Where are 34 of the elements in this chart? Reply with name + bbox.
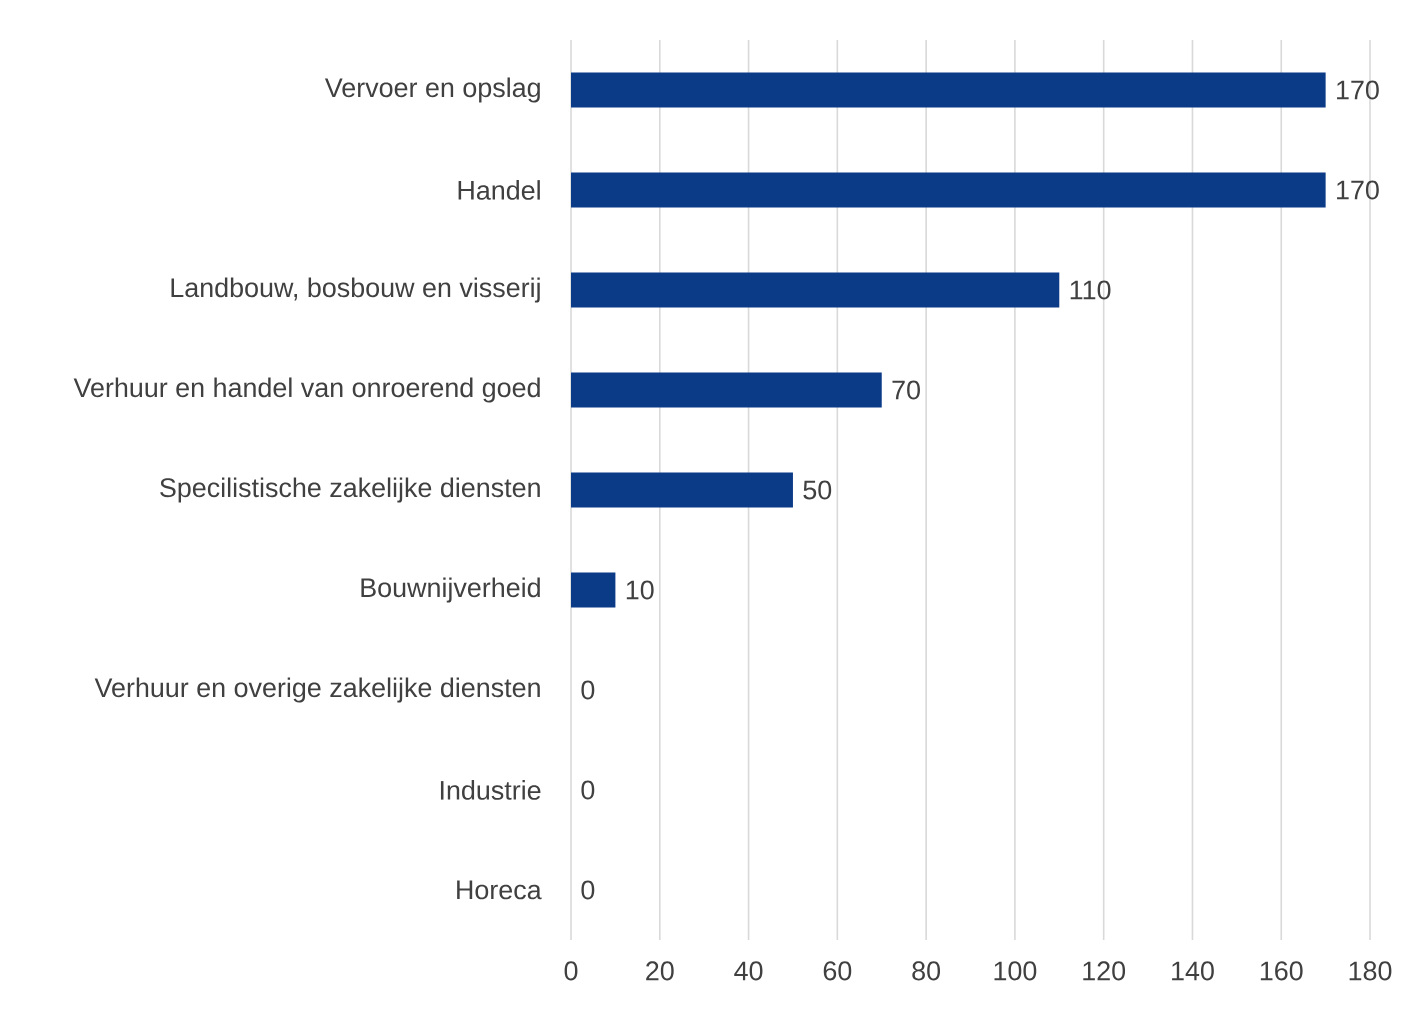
x-tick-label: 60 [823, 961, 852, 981]
data-label: 0 [581, 880, 595, 900]
y-tick-label: Handel [458, 180, 540, 200]
y-tick-label: Horeca [457, 880, 542, 900]
data-label: 170 [1337, 80, 1379, 100]
y-tick-label: Industrie [440, 780, 541, 800]
x-tick-label: 160 [1260, 961, 1303, 981]
y-tick-label: Verhuur en overige zakelijke diensten [94, 677, 540, 703]
data-label: 10 [626, 580, 654, 600]
x-tick-label: 100 [994, 961, 1037, 981]
bar [571, 72, 1326, 108]
data-label: 0 [581, 780, 595, 800]
x-tick-label: 120 [1083, 961, 1126, 981]
x-tick-label: 80 [912, 961, 941, 981]
x-tick-label: 0 [564, 961, 578, 981]
y-tick-label: Verhuur en handel van onroerend goed [73, 377, 540, 403]
x-tick-label: 180 [1349, 961, 1392, 981]
y-tick-label: Landbouw, bosbouw en visserij [171, 277, 540, 303]
data-label: 70 [892, 380, 920, 400]
y-tick-label: Specilistische zakelijke diensten [160, 477, 540, 503]
x-tick-label: 140 [1172, 961, 1214, 981]
x-tick-label: 40 [734, 961, 763, 981]
bar [571, 172, 1326, 208]
data-label: 0 [581, 680, 595, 700]
x-tick-label: 20 [646, 961, 674, 981]
bar [571, 572, 616, 608]
y-tick-label: Bouwnijverheid [361, 577, 540, 603]
data-label: 110 [1070, 280, 1111, 300]
bar [571, 272, 1060, 308]
data-label: 170 [1337, 180, 1379, 200]
y-tick-label: Vervoer en opslag [324, 77, 540, 103]
bar [571, 372, 882, 408]
bar [571, 472, 793, 508]
data-label: 50 [803, 480, 832, 500]
